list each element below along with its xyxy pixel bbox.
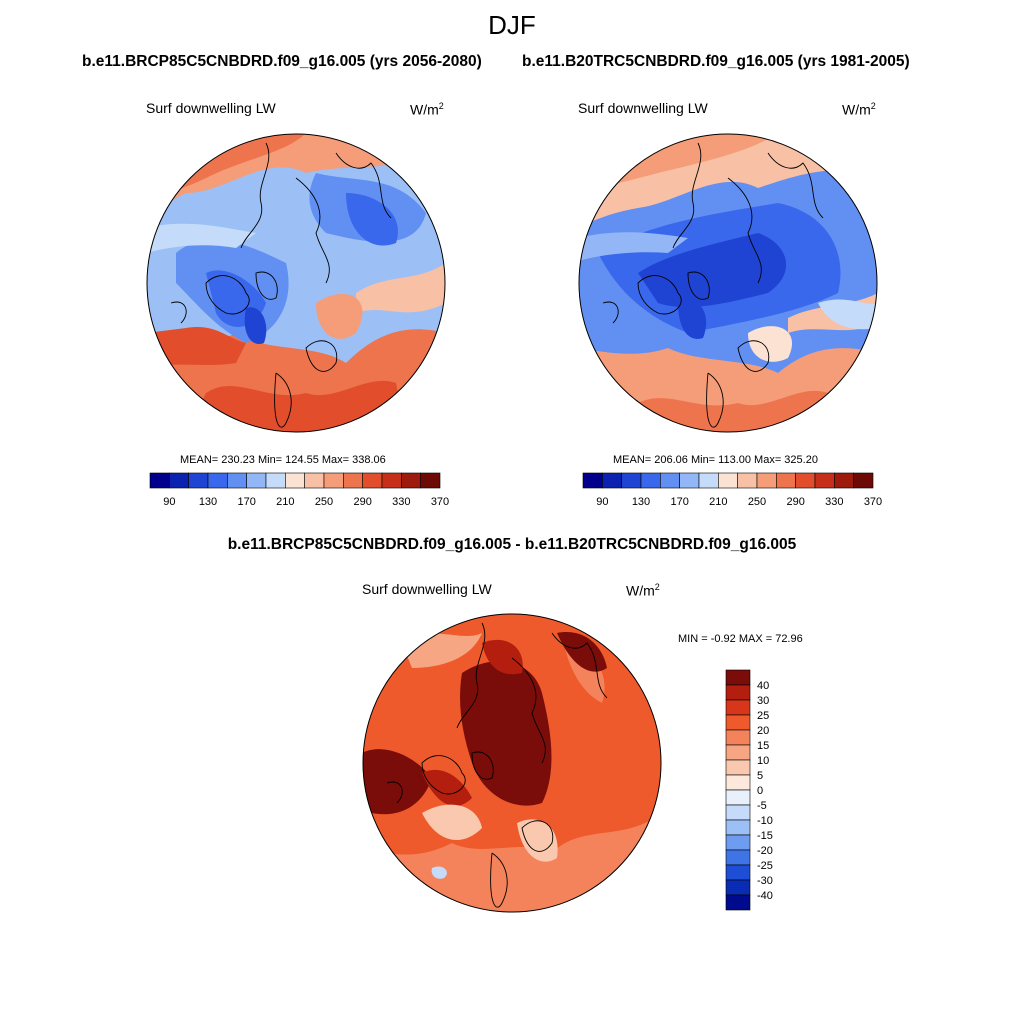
right-colorbar: 90 130 170 210 250 290 330 370 — [582, 472, 882, 508]
colorbar-tick-label: 250 — [315, 496, 333, 508]
colorbar-swatch — [381, 472, 402, 489]
colorbar-swatch — [725, 864, 751, 881]
colorbar-tick-label: 210 — [709, 496, 727, 508]
left-stats: MEAN= 230.23 Min= 124.55 Max= 338.06 — [180, 454, 386, 466]
colorbar-tick-label: 0 — [757, 785, 763, 797]
colorbar-tick-label: 170 — [237, 496, 255, 508]
colorbar-swatch — [420, 472, 441, 489]
left-case-title: b.e11.BRCP85C5CNBDRD.f09_g16.005 (yrs 20… — [82, 53, 482, 70]
colorbar-swatch — [725, 714, 751, 731]
colorbar-swatch — [725, 849, 751, 866]
colorbar-tick-label: 170 — [670, 496, 688, 508]
colorbar-swatch — [725, 759, 751, 776]
colorbar-swatch — [725, 729, 751, 746]
colorbar-swatch — [640, 472, 661, 489]
colorbar-swatch — [660, 472, 680, 489]
colorbar-swatch — [795, 472, 816, 489]
diff-stats: MIN = -0.92 MAX = 72.96 — [678, 633, 803, 645]
colorbar-tick-label: -15 — [757, 830, 773, 842]
colorbar-swatch — [725, 744, 751, 761]
colorbar-swatch — [227, 472, 247, 489]
left-units-label: W/m2 — [410, 101, 444, 118]
colorbar-swatch — [718, 472, 738, 489]
diff-polar-map — [362, 613, 662, 913]
colorbar-swatch — [698, 472, 719, 489]
diff-units-label: W/m2 — [626, 582, 660, 599]
colorbar-tick-label: 330 — [825, 496, 843, 508]
colorbar-tick-label: -20 — [757, 845, 773, 857]
colorbar-tick-label: 40 — [757, 680, 769, 692]
colorbar-tick-label: 290 — [786, 496, 804, 508]
colorbar-tick-label: 130 — [199, 496, 217, 508]
left-variable-label: Surf downwelling LW — [146, 100, 276, 116]
colorbar-tick-label: -30 — [757, 875, 773, 887]
colorbar-tick-label: 210 — [276, 496, 294, 508]
diff-variable-label: Surf downwelling LW — [362, 581, 492, 597]
colorbar-tick-label: -10 — [757, 815, 773, 827]
colorbar-tick-label: 15 — [757, 740, 769, 752]
right-variable-label: Surf downwelling LW — [578, 100, 708, 116]
colorbar-swatch — [725, 669, 751, 686]
colorbar-tick-label: -25 — [757, 860, 773, 872]
figure-title: DJF — [488, 10, 536, 40]
colorbar-swatch — [756, 472, 777, 489]
colorbar-tick-label: 370 — [431, 496, 449, 508]
colorbar-swatch — [725, 684, 751, 701]
right-units-label: W/m2 — [842, 101, 876, 118]
colorbar-swatch — [362, 472, 383, 489]
colorbar-swatch — [285, 472, 305, 489]
right-case-title: b.e11.B20TRC5CNBDRD.f09_g16.005 (yrs 198… — [522, 53, 910, 70]
colorbar-swatch — [725, 699, 751, 716]
colorbar-swatch — [343, 472, 363, 489]
colorbar-swatch — [725, 774, 751, 791]
colorbar-swatch — [207, 472, 228, 489]
colorbar-swatch — [401, 472, 421, 489]
colorbar-swatch — [814, 472, 835, 489]
colorbar-tick-label: 250 — [748, 496, 766, 508]
left-colorbar: 90 130 170 210 250 290 330 370 — [149, 472, 449, 508]
right-polar-map — [578, 133, 878, 433]
colorbar-tick-label: 370 — [864, 496, 882, 508]
colorbar-swatch — [169, 472, 189, 489]
colorbar-tick-label: 5 — [757, 770, 763, 782]
colorbar-swatch — [725, 804, 751, 821]
colorbar-tick-label: 330 — [392, 496, 410, 508]
diff-colorbar: 40 30 25 20 15 10 5 0 -5 -10 -15 -20 -25 -30 -40 — [725, 669, 773, 911]
colorbar-tick-label: -5 — [757, 800, 767, 812]
colorbar-swatch — [582, 472, 603, 489]
colorbar-swatch — [149, 472, 170, 489]
colorbar-swatch — [304, 472, 325, 489]
colorbar-tick-label: 30 — [757, 695, 769, 707]
colorbar-swatch — [725, 879, 751, 896]
colorbar-swatch — [737, 472, 758, 489]
colorbar-swatch — [834, 472, 854, 489]
colorbar-swatch — [621, 472, 642, 489]
colorbar-tick-label: -40 — [757, 890, 773, 902]
colorbar-swatch — [602, 472, 622, 489]
colorbar-swatch — [679, 472, 700, 489]
colorbar-tick-label: 20 — [757, 725, 769, 737]
right-stats: MEAN= 206.06 Min= 113.00 Max= 325.20 — [613, 454, 818, 466]
colorbar-tick-label: 290 — [353, 496, 371, 508]
colorbar-tick-label: 90 — [163, 496, 175, 508]
colorbar-swatch — [725, 789, 751, 806]
colorbar-swatch — [246, 472, 267, 489]
colorbar-swatch — [853, 472, 874, 489]
diff-case-title: b.e11.BRCP85C5CNBDRD.f09_g16.005 - b.e11… — [227, 536, 797, 553]
colorbar-tick-label: 90 — [596, 496, 608, 508]
colorbar-swatch — [725, 819, 751, 836]
colorbar-swatch — [323, 472, 344, 489]
colorbar-tick-label: 25 — [757, 710, 769, 722]
colorbar-tick-label: 130 — [632, 496, 650, 508]
colorbar-swatch — [776, 472, 796, 489]
colorbar-swatch — [725, 834, 751, 851]
colorbar-tick-label: 10 — [757, 755, 769, 767]
colorbar-swatch — [725, 894, 751, 911]
colorbar-swatch — [265, 472, 286, 489]
left-polar-map — [146, 133, 446, 433]
colorbar-swatch — [188, 472, 209, 489]
